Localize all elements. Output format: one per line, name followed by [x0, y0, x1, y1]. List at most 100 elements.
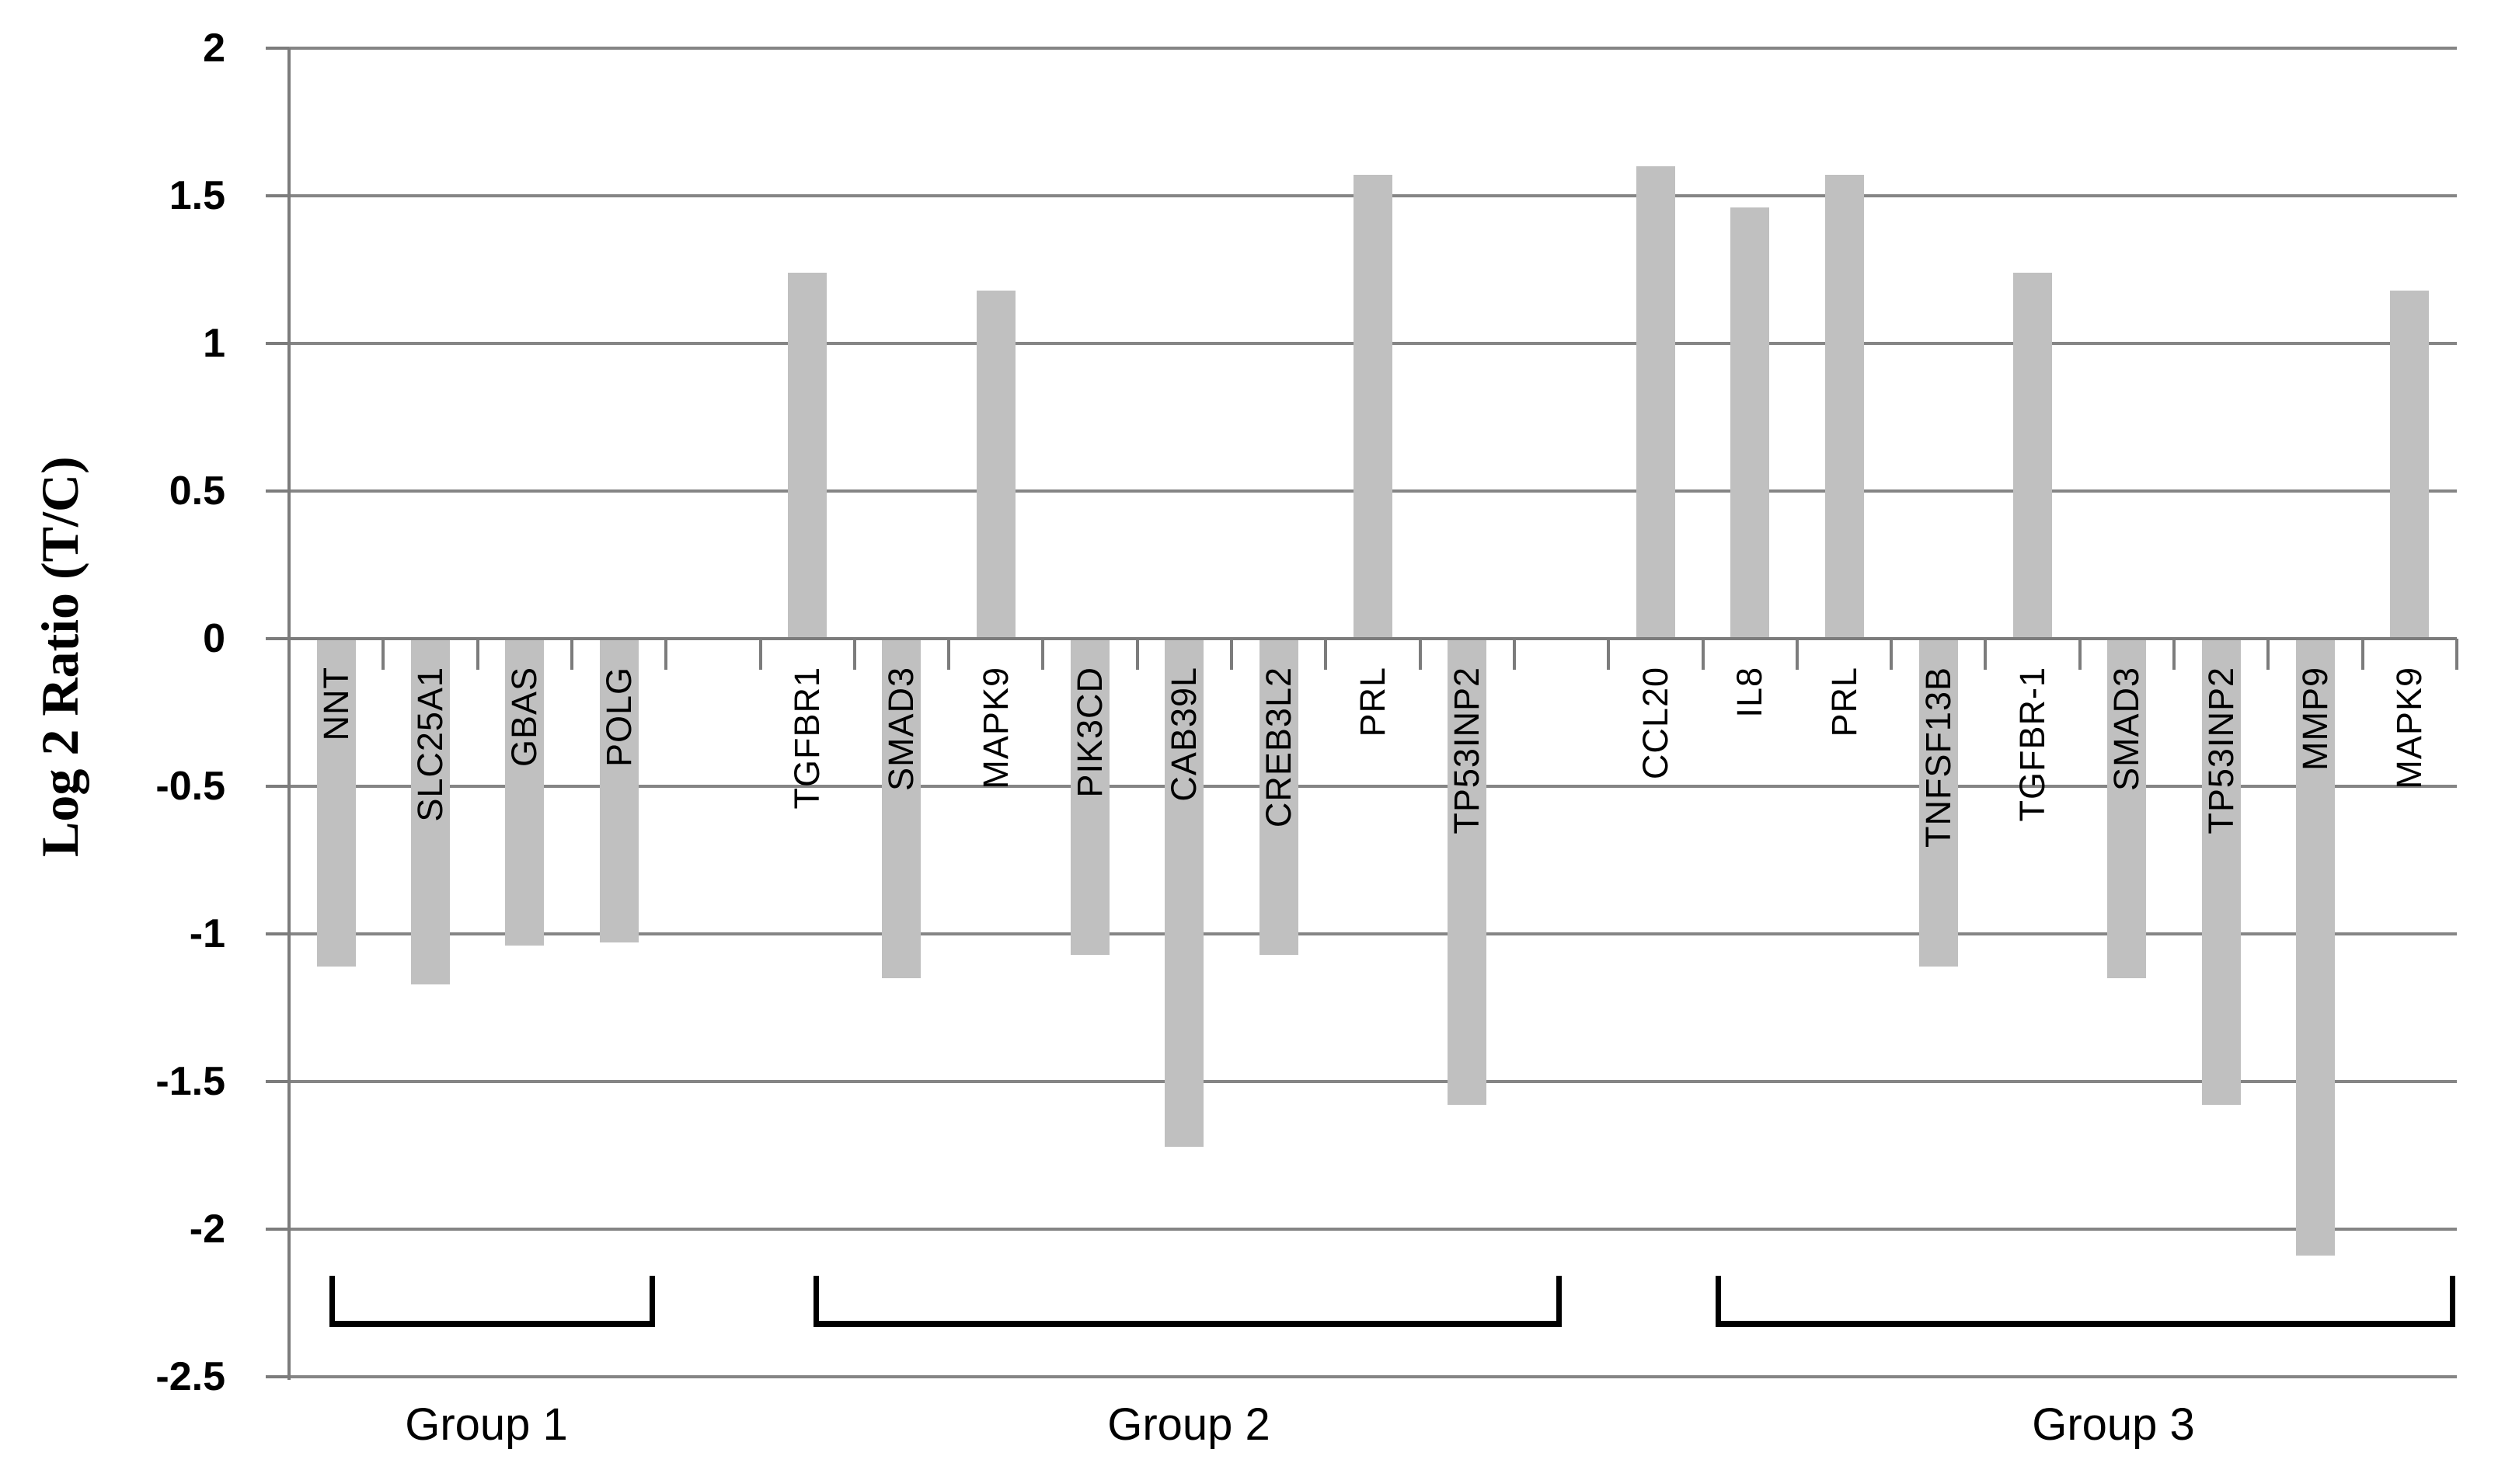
gridline	[289, 1375, 2457, 1378]
x-axis-tick	[2455, 639, 2458, 670]
x-axis-tick	[1135, 639, 1139, 670]
gridline	[289, 1228, 2457, 1231]
group-label: Group 2	[1107, 1399, 1270, 1450]
bar	[410, 639, 450, 984]
gene-label: IL8	[1730, 667, 1770, 718]
y-axis-tick	[266, 342, 289, 345]
gene-label: TP53INP2	[2200, 667, 2241, 834]
gene-label: SMAD3	[2106, 667, 2147, 792]
gene-label: PIK3CD	[1070, 667, 1110, 798]
bar	[1165, 639, 1204, 1147]
gridline	[289, 47, 2457, 50]
y-axis-tick	[266, 1375, 289, 1378]
bar	[882, 639, 922, 978]
x-axis-tick	[1230, 639, 1234, 670]
x-axis-tick	[2360, 639, 2364, 670]
y-axis-tick	[266, 1080, 289, 1083]
gene-label: SMAD3	[881, 667, 922, 792]
y-axis-tick	[266, 194, 289, 197]
gridline	[289, 785, 2457, 788]
gene-label: CCL20	[1635, 667, 1675, 780]
bar	[2013, 272, 2053, 639]
y-tick-label: -1	[189, 911, 225, 956]
bar	[2296, 639, 2336, 1256]
group-label: Group 1	[405, 1399, 568, 1450]
gridline	[289, 932, 2457, 935]
gene-label: POLG	[598, 667, 639, 768]
gridline	[289, 1080, 2457, 1083]
gene-label: MAPK9	[2389, 667, 2430, 789]
bar	[788, 272, 827, 639]
gene-label: TGFBR-1	[2012, 667, 2053, 822]
bar	[599, 639, 639, 943]
x-axis-tick	[1418, 639, 1422, 670]
bar	[976, 290, 1016, 639]
x-axis-tick	[664, 639, 668, 670]
y-tick-label: 0	[203, 616, 225, 661]
y-axis-tick	[266, 489, 289, 493]
gene-label: TP53INP2	[1447, 667, 1487, 834]
y-tick-label: 1.5	[169, 173, 225, 218]
gene-label: MMP9	[2295, 667, 2336, 772]
x-axis-tick	[758, 639, 762, 670]
gene-label: SLC25A1	[409, 667, 450, 822]
x-axis-tick	[1607, 639, 1611, 670]
x-axis-tick	[476, 639, 479, 670]
y-tick-label: 2	[203, 26, 225, 71]
bar	[1071, 639, 1110, 955]
gene-label: PRL	[1824, 667, 1864, 737]
bar	[1824, 175, 1864, 639]
x-axis-tick	[2078, 639, 2082, 670]
x-axis-tick	[1324, 639, 1328, 670]
x-axis-tick	[2266, 639, 2270, 670]
gene-label: CAB39L	[1164, 667, 1204, 802]
bar	[1918, 639, 1958, 967]
zero-line	[289, 637, 2457, 640]
bar	[1448, 639, 1487, 1106]
gene-label: MAPK9	[975, 667, 1016, 789]
bar	[1730, 207, 1770, 639]
x-axis-tick	[947, 639, 951, 670]
group-bracket	[329, 1276, 655, 1327]
gene-label: CREB3L2	[1258, 667, 1298, 828]
bar	[1259, 639, 1298, 955]
gene-label: GBAS	[504, 667, 545, 768]
y-axis-tick	[266, 47, 289, 50]
x-axis-tick	[1890, 639, 1894, 670]
bar	[505, 639, 545, 946]
y-tick-label: -1.5	[155, 1059, 225, 1104]
y-axis-tick	[266, 1228, 289, 1231]
bar	[2107, 639, 2147, 978]
x-axis-tick	[1795, 639, 1799, 670]
x-axis-tick	[381, 639, 385, 670]
x-axis-tick	[1512, 639, 1516, 670]
gene-label: TNFSF13B	[1918, 667, 1958, 848]
bar	[1354, 175, 1392, 639]
gene-label: NNT	[315, 667, 356, 741]
x-axis-tick	[1984, 639, 1988, 670]
y-axis-tick	[266, 637, 289, 640]
x-axis-tick	[1701, 639, 1705, 670]
x-axis-tick	[570, 639, 573, 670]
y-tick-label: 0.5	[169, 469, 225, 514]
bar	[2390, 290, 2430, 639]
y-tick-label: -2	[189, 1207, 225, 1252]
y-axis-tick	[266, 932, 289, 935]
bar	[2201, 639, 2241, 1106]
x-axis-tick	[2172, 639, 2176, 670]
bar	[1636, 166, 1675, 639]
group-bracket	[814, 1276, 1562, 1327]
y-axis-tick	[266, 785, 289, 788]
y-axis-line	[287, 48, 291, 1380]
gene-label: PRL	[1353, 667, 1392, 737]
gene-label: TGFBR1	[787, 667, 827, 810]
group-label: Group 3	[2032, 1399, 2195, 1450]
group-bracket	[1716, 1276, 2455, 1327]
bar	[316, 639, 356, 967]
y-tick-label: 1	[203, 321, 225, 366]
x-axis-tick	[852, 639, 856, 670]
x-axis-tick	[1041, 639, 1045, 670]
y-tick-label: -2.5	[155, 1354, 225, 1399]
y-tick-label: -0.5	[155, 764, 225, 809]
